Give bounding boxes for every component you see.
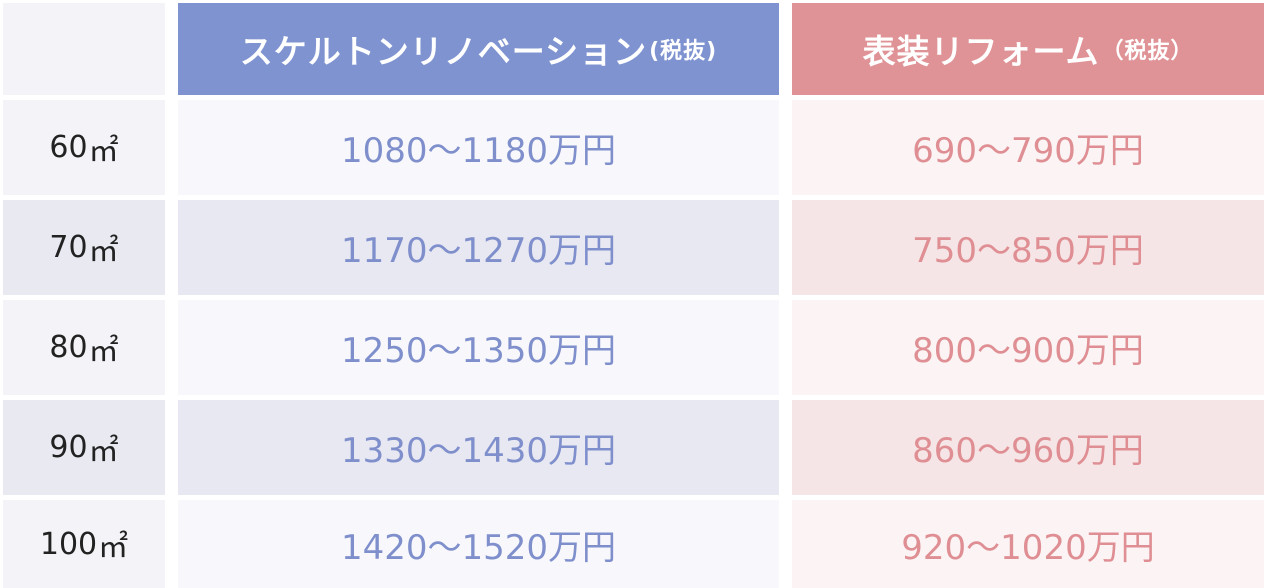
area-value: 80 — [49, 330, 88, 365]
area-cell: 70 ㎡ — [3, 200, 165, 295]
surface-price-cell: 750〜850万円 — [792, 200, 1264, 295]
header-skeleton-renovation: スケルトンリノベーション (税抜) — [178, 3, 779, 95]
surface-price-cell: 690〜790万円 — [792, 100, 1264, 195]
header-area-cell — [3, 3, 165, 95]
area-value: 90 — [49, 430, 88, 465]
area-value: 100 — [39, 526, 98, 562]
surface-price-cell: 800〜900万円 — [792, 300, 1264, 395]
area-unit: ㎡ — [98, 530, 129, 565]
surface-price: 800〜900万円 — [912, 331, 1144, 371]
skeleton-price-cell: 1170〜1270万円 — [178, 200, 779, 295]
skeleton-price-cell: 1080〜1180万円 — [178, 100, 779, 195]
area-cell: 80 ㎡ — [3, 300, 165, 395]
surface-price: 690〜790万円 — [912, 131, 1144, 171]
surface-price: 860〜960万円 — [912, 431, 1144, 471]
surface-price-cell: 860〜960万円 — [792, 400, 1264, 495]
area-unit: ㎡ — [88, 333, 119, 369]
surface-price: 920〜1020万円 — [901, 527, 1155, 568]
header-skeleton-tax: (税抜) — [649, 39, 718, 64]
skeleton-price: 1330〜1430万円 — [340, 431, 617, 471]
area-cell: 90 ㎡ — [3, 400, 165, 495]
header-surface-label: 表装リフォーム — [862, 32, 1100, 71]
area-unit: ㎡ — [88, 133, 119, 169]
skeleton-price: 1080〜1180万円 — [340, 131, 617, 171]
header-skeleton-label: スケルトンリノベーション — [239, 32, 648, 71]
surface-price: 750〜850万円 — [912, 231, 1144, 271]
area-value: 60 — [49, 130, 88, 165]
skeleton-price: 1170〜1270万円 — [340, 231, 617, 271]
area-unit: ㎡ — [88, 233, 119, 269]
header-surface-reform: 表装リフォーム （税抜） — [792, 3, 1264, 95]
skeleton-price: 1250〜1350万円 — [340, 331, 617, 371]
area-cell: 60 ㎡ — [3, 100, 165, 195]
skeleton-price-cell: 1250〜1350万円 — [178, 300, 779, 395]
surface-price-cell: 920〜1020万円 — [792, 500, 1264, 588]
skeleton-price-cell: 1330〜1430万円 — [178, 400, 779, 495]
area-unit: ㎡ — [88, 433, 119, 469]
header-surface-tax: （税抜） — [1101, 39, 1194, 64]
area-value: 70 — [49, 230, 88, 265]
area-cell: 100 ㎡ — [3, 500, 165, 588]
skeleton-price: 1420〜1520万円 — [340, 527, 617, 568]
skeleton-price-cell: 1420〜1520万円 — [178, 500, 779, 588]
